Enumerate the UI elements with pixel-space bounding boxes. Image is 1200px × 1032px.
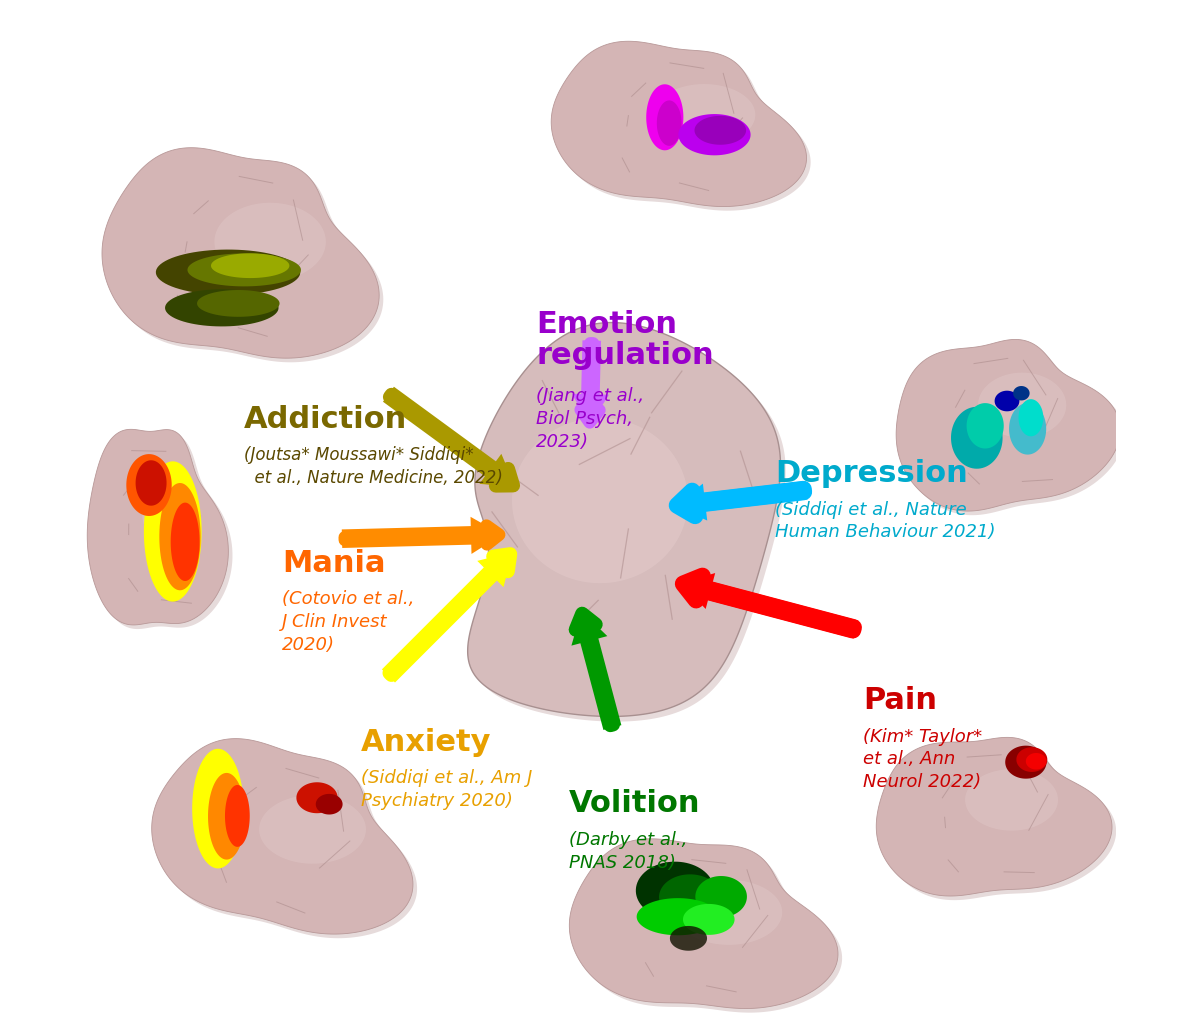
Polygon shape [900,344,1124,515]
Text: (Siddiqi et al., Nature
Human Behaviour 2021): (Siddiqi et al., Nature Human Behaviour … [775,501,996,542]
Polygon shape [170,503,199,581]
Polygon shape [952,407,1003,469]
Polygon shape [224,785,250,847]
Text: Pain: Pain [863,686,937,715]
Polygon shape [653,84,755,146]
Polygon shape [211,253,289,278]
Polygon shape [156,743,418,938]
Polygon shape [572,341,610,425]
Polygon shape [695,116,746,144]
Text: (Cotovio et al.,
J Clin Invest
2020): (Cotovio et al., J Clin Invest 2020) [282,590,414,654]
Polygon shape [683,904,734,935]
Polygon shape [647,85,683,151]
Polygon shape [142,471,198,549]
Polygon shape [91,433,233,630]
Text: (Darby et al.,
PNAS 2018): (Darby et al., PNAS 2018) [569,831,688,872]
Polygon shape [1006,746,1046,779]
Text: Mania: Mania [282,549,385,578]
Text: (Siddiqi et al., Am J
Psychiatry 2020): (Siddiqi et al., Am J Psychiatry 2020) [360,769,532,810]
Polygon shape [1019,399,1043,437]
Polygon shape [636,862,714,920]
Text: (Kim* Taylor*
et al., Ann
Neurol 2022): (Kim* Taylor* et al., Ann Neurol 2022) [863,728,983,792]
Polygon shape [556,45,811,211]
Polygon shape [473,328,786,721]
Polygon shape [102,148,379,358]
Polygon shape [1026,753,1046,770]
Polygon shape [160,483,200,590]
Polygon shape [876,738,1112,896]
Polygon shape [637,898,719,935]
Polygon shape [197,290,280,317]
Polygon shape [896,340,1121,511]
Text: Volition: Volition [569,789,701,818]
Polygon shape [1009,404,1046,455]
Polygon shape [126,454,172,516]
Polygon shape [574,843,842,1012]
Polygon shape [1016,747,1048,772]
Polygon shape [468,323,780,716]
Polygon shape [569,839,838,1008]
Polygon shape [156,250,300,295]
Polygon shape [551,41,806,206]
Polygon shape [881,742,1116,900]
Polygon shape [88,429,228,625]
Polygon shape [978,373,1067,438]
Polygon shape [166,289,278,326]
Polygon shape [676,880,782,945]
Polygon shape [382,552,512,682]
Text: (Joutsa* Moussawi* Siddiqi*
  et al., Nature Medicine, 2022): (Joutsa* Moussawi* Siddiqi* et al., Natu… [244,446,503,487]
Polygon shape [1013,386,1030,400]
Polygon shape [674,481,808,520]
Polygon shape [296,782,337,813]
Text: (Jiang et al.,
Biol Psych,
2023): (Jiang et al., Biol Psych, 2023) [536,387,644,451]
Polygon shape [512,418,688,583]
Polygon shape [670,926,707,950]
Polygon shape [316,794,342,814]
Text: Anxiety: Anxiety [360,728,491,756]
Polygon shape [965,769,1058,831]
Polygon shape [187,254,301,287]
Polygon shape [383,387,515,487]
Text: Addiction: Addiction [244,405,407,433]
Polygon shape [967,404,1003,449]
Polygon shape [151,739,413,934]
Polygon shape [259,795,366,864]
Polygon shape [106,152,383,362]
Polygon shape [659,874,721,920]
Polygon shape [342,517,502,554]
Polygon shape [995,391,1019,412]
Polygon shape [680,573,858,639]
Polygon shape [192,749,244,869]
Polygon shape [656,100,682,146]
Polygon shape [571,611,622,730]
Polygon shape [208,773,245,860]
Polygon shape [144,461,202,602]
Polygon shape [136,460,167,506]
Polygon shape [695,876,746,917]
Polygon shape [678,115,750,156]
Text: Emotion
regulation: Emotion regulation [536,310,714,369]
Polygon shape [215,202,326,281]
Text: Depression: Depression [775,459,968,488]
